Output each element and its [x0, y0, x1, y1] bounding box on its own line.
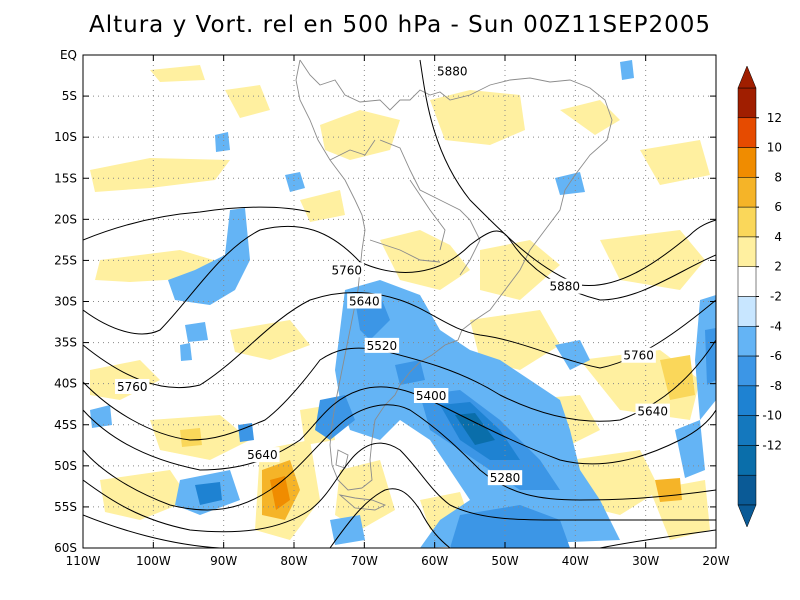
- contour-label: 5640: [637, 405, 668, 419]
- contour-label: 5760: [331, 263, 362, 277]
- contour-label-bg: [245, 447, 280, 463]
- contour-label: 5640: [349, 295, 380, 309]
- colorbar-swatch: [737, 87, 757, 119]
- lat-tick-label: 35S: [54, 336, 77, 350]
- colorbar-labels: 12 10 8 6 4 2 -2 -4 -6 -8 -10 -12: [756, 111, 782, 452]
- colorbar-label: 12: [767, 111, 782, 125]
- colorbar-label: -12: [762, 438, 782, 452]
- colorbar-label: 2: [774, 260, 782, 274]
- contour-label-bg: [487, 470, 523, 486]
- colorbar-swatch: [737, 296, 757, 327]
- contour-label: 5280: [490, 471, 521, 485]
- lon-tick-label: 60W: [421, 554, 448, 568]
- axis-ticks: [82, 54, 717, 549]
- lat-tick-label: 15S: [54, 171, 77, 185]
- coastline: [295, 59, 613, 511]
- colorbar-bottom-triangle: [737, 504, 757, 528]
- colorbar-swatch: [737, 474, 757, 506]
- lon-tick-label: 70W: [351, 554, 378, 568]
- lon-tick-label: 90W: [210, 554, 237, 568]
- lat-tick-label: 55S: [54, 500, 77, 514]
- colorbar: [737, 65, 757, 528]
- lon-tick-label: 30W: [632, 554, 659, 568]
- contour-label: 5640: [247, 448, 278, 462]
- contour-label: 5520: [367, 339, 398, 353]
- colorbar-top-triangle: [737, 65, 757, 89]
- colorbar-label: 6: [774, 200, 782, 214]
- contour-label-bg: [635, 403, 670, 419]
- colorbar-label: -4: [770, 319, 782, 333]
- colorbar-swatch: [737, 117, 757, 148]
- latitude-labels: EQ 5S 10S 15S 20S 25S 30S 35S 40S 45S 50S 55S 60S: [54, 48, 77, 555]
- contour-label-bg: [435, 63, 470, 79]
- colorbar-swatch: [737, 147, 757, 178]
- colorbar-label: -8: [770, 379, 782, 393]
- contour-label-bg: [413, 387, 449, 403]
- colorbar-label: 8: [774, 170, 782, 184]
- colorbar-label: 10: [767, 141, 782, 155]
- contour-label-bg: [621, 347, 656, 363]
- colorbar-swatch: [737, 355, 757, 387]
- map-title: Altura y Vort. rel en 500 hPa - Sun 00Z1…: [89, 12, 711, 38]
- lat-tick-label: 10S: [54, 130, 77, 144]
- lon-tick-label: 100W: [136, 554, 171, 568]
- lat-tick-label: 40S: [54, 377, 77, 391]
- colorbar-swatch: [737, 206, 757, 238]
- contour-label-bg: [329, 262, 364, 278]
- contour-label: 5760: [117, 380, 148, 394]
- lat-tick-label: 30S: [54, 295, 77, 309]
- colorbar-swatch: [737, 326, 757, 357]
- graticule: [83, 55, 716, 548]
- colorbar-label: -6: [770, 349, 782, 363]
- lon-tick-label: 40W: [562, 554, 589, 568]
- colorbar-label: 4: [774, 230, 782, 244]
- contour-label-bg: [347, 293, 382, 309]
- height-contours: [83, 59, 716, 548]
- contour-label: 5880: [550, 280, 581, 294]
- lat-tick-label: 50S: [54, 459, 77, 473]
- colorbar-swatch: [737, 415, 757, 446]
- colorbar-swatch: [737, 266, 757, 297]
- lat-tick-label: 25S: [54, 253, 77, 267]
- lat-tick-label: 45S: [54, 418, 77, 432]
- lon-tick-label: 20W: [702, 554, 729, 568]
- colorbar-label: -2: [770, 290, 782, 304]
- contour-labels: 5880 5880 5760 5760 5760 5640 5640 5640 5520 5400…: [115, 63, 670, 486]
- contour-label: 5760: [623, 349, 654, 363]
- contour-label-bg: [115, 378, 150, 394]
- lat-tick-label: EQ: [60, 48, 77, 62]
- contour-label-bg: [364, 337, 400, 353]
- colorbar-swatch: [737, 385, 757, 416]
- longitude-labels: 110W 100W 90W 80W 70W 60W 50W 40W 30W 20W: [66, 554, 730, 568]
- contour-label: 5400: [416, 389, 447, 403]
- colorbar-label: -10: [762, 409, 782, 423]
- lat-tick-label: 5S: [62, 89, 77, 103]
- plot-area: 5880 5880 5760 5760 5760 5640 5640 5640 5520 5400…: [83, 55, 716, 548]
- lon-tick-label: 50W: [491, 554, 518, 568]
- lat-tick-label: 20S: [54, 212, 77, 226]
- colorbar-swatch: [737, 445, 757, 476]
- colorbar-swatch: [737, 236, 757, 267]
- lon-tick-label: 80W: [280, 554, 307, 568]
- colorbar-swatch: [737, 177, 757, 208]
- lon-tick-label: 110W: [66, 554, 101, 568]
- contour-label-bg: [547, 278, 582, 294]
- contour-label: 5880: [437, 64, 468, 78]
- lat-tick-label: 60S: [54, 541, 77, 555]
